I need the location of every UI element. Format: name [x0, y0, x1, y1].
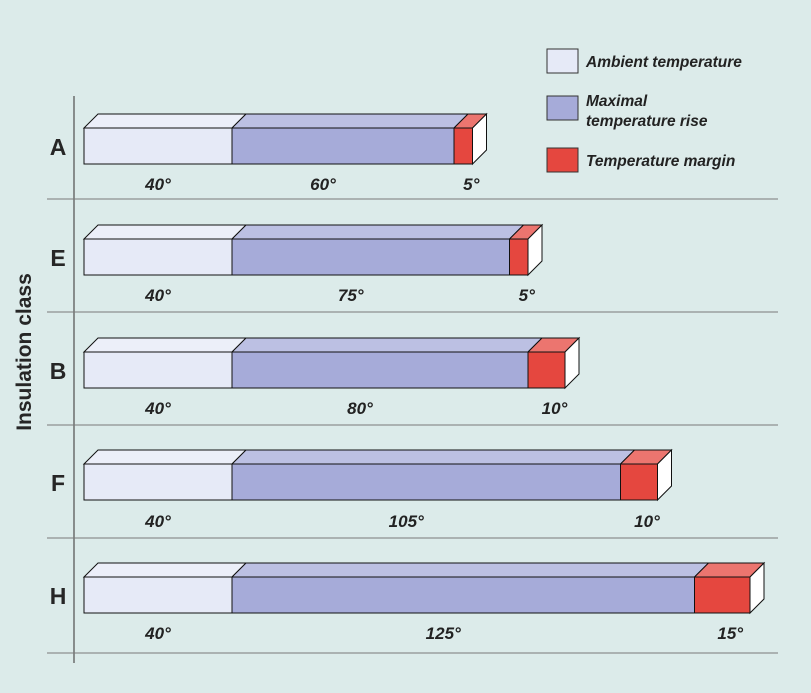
value-label: 75°	[338, 286, 364, 305]
bar-segment	[694, 576, 751, 614]
category-label: H	[50, 583, 67, 609]
bar-segment	[231, 127, 455, 165]
bar-segment-top	[230, 113, 470, 129]
bar-segment	[231, 238, 510, 276]
value-label: 40°	[144, 399, 171, 418]
labels-layer: A 40° 60° 5° E 40° 75° 5° B 40° 80° 10° F 40° 105° 10° H…	[50, 134, 744, 643]
bar-segment-top	[230, 449, 636, 465]
category-label: B	[50, 358, 67, 384]
legend-label: Ambient temperature	[585, 54, 742, 71]
bar-segment	[83, 238, 233, 276]
bar-end-cap	[472, 112, 487, 166]
bar-segment	[83, 463, 233, 501]
bars-layer	[82, 112, 766, 615]
bar-segment	[231, 463, 621, 501]
bar-segment	[620, 463, 658, 501]
bar-segment	[231, 576, 695, 614]
value-label: 5°	[519, 286, 535, 305]
legend-label: Temperature margin	[586, 153, 735, 170]
value-label: 5°	[463, 175, 479, 194]
category-label: E	[50, 245, 65, 271]
bar-segment-top	[82, 449, 248, 465]
bar-end-cap	[749, 561, 765, 615]
bar-segment-top	[82, 224, 248, 240]
bar-segment	[453, 127, 473, 165]
bar-segment-top	[82, 562, 248, 578]
bar-segment	[527, 351, 566, 389]
y-axis-label: Insulation class	[13, 273, 36, 431]
value-label: 15°	[717, 624, 743, 643]
legend-label: temperature rise	[586, 113, 708, 130]
category-label: F	[51, 470, 65, 496]
value-label: 60°	[310, 175, 336, 194]
bar-segment-top	[82, 337, 248, 353]
value-label: 40°	[144, 286, 171, 305]
value-label: 40°	[144, 624, 171, 643]
value-label: 105°	[389, 512, 424, 531]
bar-segment	[509, 238, 529, 276]
value-label: 10°	[634, 512, 660, 531]
value-label: 40°	[144, 175, 171, 194]
grid-layer	[47, 96, 778, 663]
bar-end-cap	[564, 336, 580, 390]
legend-swatch	[546, 95, 579, 121]
value-label: 125°	[426, 624, 461, 643]
bar-end-cap	[527, 223, 543, 277]
legend-label: Maximal	[586, 93, 648, 110]
bar-segment-top	[230, 337, 544, 353]
bar-segment	[83, 351, 233, 389]
bar-segment	[231, 351, 529, 389]
value-label: 80°	[347, 399, 373, 418]
bar-segment	[83, 576, 233, 614]
bar-segment	[83, 127, 233, 165]
category-label: A	[50, 134, 67, 160]
bar-end-cap	[657, 448, 672, 502]
legend-swatch	[546, 48, 579, 74]
legend: Ambient temperature Maximal temperature ri…	[546, 48, 742, 173]
bar-segment-top	[230, 224, 525, 240]
legend-swatch	[546, 147, 579, 173]
bar-segment-top	[82, 113, 248, 129]
value-label: 10°	[542, 399, 568, 418]
value-label: 40°	[144, 512, 171, 531]
bar-segment-top	[230, 562, 710, 578]
